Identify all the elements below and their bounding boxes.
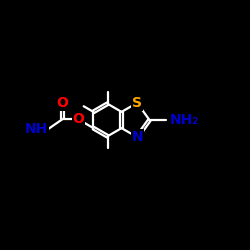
Text: O: O xyxy=(56,96,68,110)
Text: N: N xyxy=(131,130,143,144)
Text: O: O xyxy=(72,112,84,126)
Text: S: S xyxy=(132,96,142,110)
Text: NH: NH xyxy=(25,122,48,136)
Text: NH₂: NH₂ xyxy=(170,113,199,127)
